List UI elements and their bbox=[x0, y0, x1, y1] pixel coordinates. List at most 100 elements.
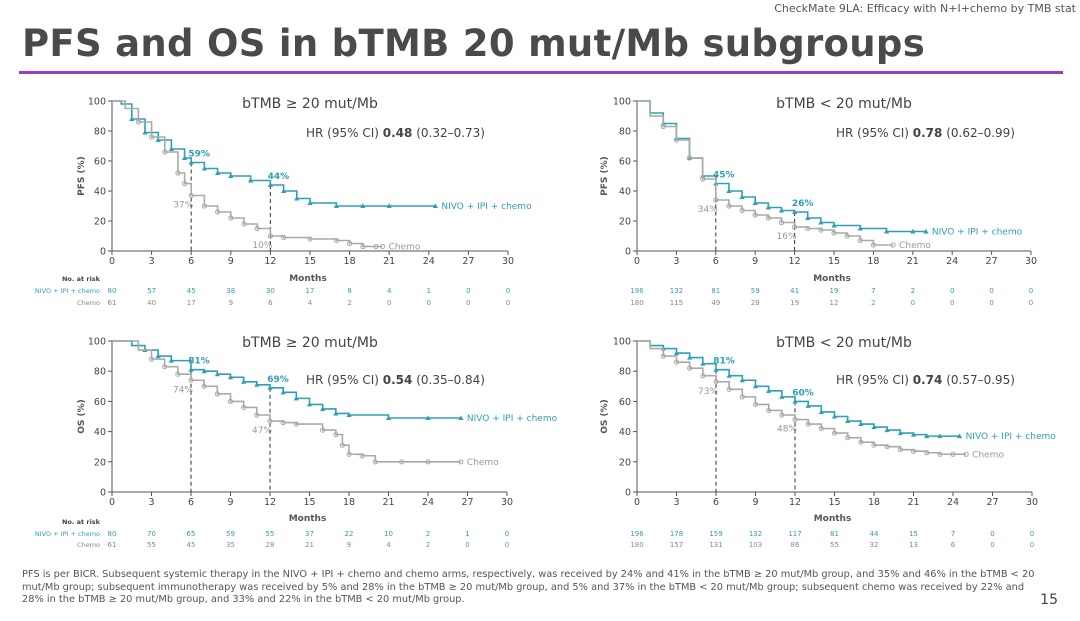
x-tick-label: 18 bbox=[867, 256, 879, 267]
censor-mark bbox=[779, 394, 785, 399]
series-label-chemo: Chemo bbox=[899, 241, 931, 251]
censor-mark bbox=[713, 197, 719, 203]
hr-ci: (0.57–0.95) bbox=[942, 373, 1015, 387]
y-tick-label: 60 bbox=[94, 157, 106, 168]
risk-count: 4 bbox=[386, 541, 391, 549]
risk-table-header: No. at risk bbox=[62, 275, 101, 283]
risk-count: 115 bbox=[670, 299, 683, 307]
hazard-ratio: HR (95% CI) 0.48 (0.32–0.73) bbox=[306, 126, 485, 140]
hazard-ratio: HR (95% CI) 0.78 (0.62–0.99) bbox=[836, 126, 1015, 140]
censor-mark bbox=[254, 225, 260, 232]
risk-count: 159 bbox=[709, 530, 722, 538]
y-tick-label: 80 bbox=[619, 127, 631, 138]
risk-count: 59 bbox=[226, 530, 235, 538]
x-tick-label: 9 bbox=[228, 256, 234, 267]
landmark-label-chemo: 16% bbox=[777, 232, 797, 242]
censor-mark bbox=[380, 243, 386, 250]
risk-count: 61 bbox=[108, 299, 117, 307]
y-tick-label: 0 bbox=[100, 488, 106, 499]
risk-count: 2 bbox=[911, 287, 915, 295]
censor-mark bbox=[306, 401, 313, 407]
landmark-label-nivo: 26% bbox=[792, 199, 814, 209]
risk-count: 28 bbox=[266, 541, 275, 549]
censor-mark bbox=[831, 222, 837, 228]
risk-count: 81 bbox=[830, 530, 839, 538]
censor-mark bbox=[280, 419, 286, 426]
censor-mark bbox=[386, 203, 392, 208]
censor-mark bbox=[227, 398, 234, 404]
x-tick-label: 6 bbox=[188, 256, 194, 267]
censor-mark bbox=[458, 415, 464, 421]
risk-count: 117 bbox=[788, 530, 801, 538]
risk-count: 0 bbox=[990, 530, 994, 538]
y-axis-label: PFS (%) bbox=[600, 156, 610, 196]
x-tick-label: 15 bbox=[303, 497, 315, 508]
y-tick-label: 40 bbox=[94, 427, 106, 438]
y-tick-label: 60 bbox=[94, 397, 106, 408]
censor-mark bbox=[660, 123, 666, 130]
x-tick-label: 21 bbox=[382, 497, 394, 508]
censor-mark bbox=[792, 416, 798, 423]
risk-count: 41 bbox=[790, 287, 799, 295]
y-tick-label: 40 bbox=[94, 187, 106, 198]
hr-ci: (0.62–0.99) bbox=[942, 126, 1015, 140]
y-tick-label: 60 bbox=[619, 157, 631, 168]
footnote: PFS is per BICR. Subsequent systemic the… bbox=[22, 569, 1035, 606]
hr-label: HR (95% CI) bbox=[836, 373, 913, 387]
x-tick-label: 15 bbox=[828, 497, 840, 508]
hr-value: 0.48 bbox=[383, 126, 413, 140]
censor-mark bbox=[857, 237, 863, 244]
x-axis-label: Months bbox=[289, 514, 327, 524]
censor-mark bbox=[870, 242, 877, 248]
censor-mark bbox=[818, 425, 824, 432]
risk-count: 19 bbox=[790, 299, 799, 307]
risk-count: 38 bbox=[226, 287, 235, 295]
panel-title: bTMB < 20 mut/Mb bbox=[776, 96, 912, 112]
censor-mark bbox=[897, 430, 903, 436]
censor-mark bbox=[700, 373, 706, 379]
x-tick-label: 3 bbox=[149, 256, 155, 267]
hr-value: 0.74 bbox=[913, 373, 943, 387]
series-label-nivo: NIVO + IPI + chemo bbox=[966, 432, 1057, 442]
risk-count: 80 bbox=[108, 287, 117, 295]
censor-mark bbox=[142, 129, 148, 135]
risk-count: 0 bbox=[1030, 530, 1034, 538]
censor-mark bbox=[792, 224, 798, 230]
x-tick-label: 21 bbox=[907, 256, 919, 267]
risk-count: 37 bbox=[305, 530, 314, 538]
censor-mark bbox=[228, 173, 234, 178]
censor-mark bbox=[215, 170, 221, 175]
risk-count: 0 bbox=[506, 287, 510, 295]
risk-count: 22 bbox=[345, 530, 354, 538]
censor-mark bbox=[188, 159, 194, 165]
y-tick-label: 0 bbox=[625, 488, 631, 499]
censor-mark bbox=[871, 424, 877, 430]
risk-count: 0 bbox=[1029, 299, 1033, 307]
censor-mark bbox=[845, 435, 851, 441]
censor-mark bbox=[923, 228, 929, 234]
risk-count: 0 bbox=[1029, 287, 1033, 295]
y-tick-label: 60 bbox=[619, 397, 631, 408]
risk-count: 7 bbox=[951, 530, 955, 538]
risk-count: 196 bbox=[630, 530, 644, 538]
censor-mark bbox=[241, 404, 247, 411]
censor-mark bbox=[201, 368, 207, 374]
risk-count: 55 bbox=[147, 541, 156, 549]
censor-mark bbox=[739, 194, 745, 199]
km-panel-3: bTMB ≥ 20 mut/Mb HR (95% CI) 0.54 (0.35–0… bbox=[35, 335, 558, 549]
censor-mark bbox=[293, 421, 299, 427]
censor-mark bbox=[956, 433, 963, 439]
censor-mark bbox=[805, 421, 811, 427]
series-label-nivo: NIVO + IPI + chemo bbox=[467, 414, 558, 424]
x-tick-label: 18 bbox=[868, 497, 880, 508]
censor-mark bbox=[818, 227, 824, 233]
y-tick-label: 80 bbox=[619, 367, 631, 378]
hr-value: 0.78 bbox=[913, 126, 943, 140]
censor-mark bbox=[155, 353, 161, 359]
censor-mark bbox=[858, 421, 864, 427]
risk-count: 35 bbox=[226, 541, 235, 549]
x-tick-label: 12 bbox=[789, 256, 801, 267]
risk-count: 55 bbox=[266, 530, 275, 538]
censor-mark bbox=[227, 374, 234, 380]
x-tick-label: 9 bbox=[752, 256, 758, 267]
